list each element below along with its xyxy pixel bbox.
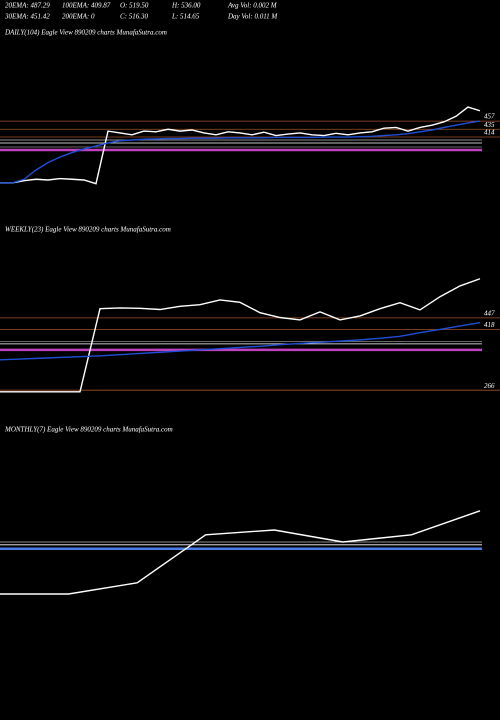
- price-line: [0, 106, 481, 185]
- panel-title: WEEKLY(23) Eagle View 890209 charts Muna…: [5, 226, 171, 234]
- stat-label: 200EMA: 0: [62, 13, 95, 21]
- panel-title: DAILY(104) Eagle View 890209 charts Muna…: [4, 29, 167, 37]
- stat-label: 30EMA: 451.42: [4, 13, 50, 21]
- stat-label: Avg Vol: 0.002 M: [227, 2, 278, 10]
- stat-label: 20EMA: 487.29: [5, 2, 50, 10]
- y-tick-label: 414: [484, 129, 495, 137]
- y-tick-label: 266: [484, 382, 495, 390]
- y-tick-label: 447: [484, 310, 495, 318]
- stat-label: H: 536.00: [171, 2, 201, 10]
- y-tick-label: 435: [484, 121, 495, 129]
- price-line: [0, 510, 481, 595]
- price-line: [0, 322, 481, 361]
- stat-label: L: 514.65: [171, 13, 200, 21]
- stat-label: O: 519.50: [120, 2, 149, 10]
- stat-label: Day Vol: 0.011 M: [227, 13, 278, 21]
- price-line: [0, 278, 481, 393]
- panel-title: MONTHLY(7) Eagle View 890209 charts Muna…: [4, 426, 173, 434]
- stat-label: 100EMA: 409.87: [62, 2, 111, 10]
- stat-label: C: 516.30: [120, 13, 149, 21]
- y-tick-label: 457: [484, 113, 495, 121]
- price-line: [0, 120, 481, 184]
- y-tick-label: 418: [484, 321, 495, 329]
